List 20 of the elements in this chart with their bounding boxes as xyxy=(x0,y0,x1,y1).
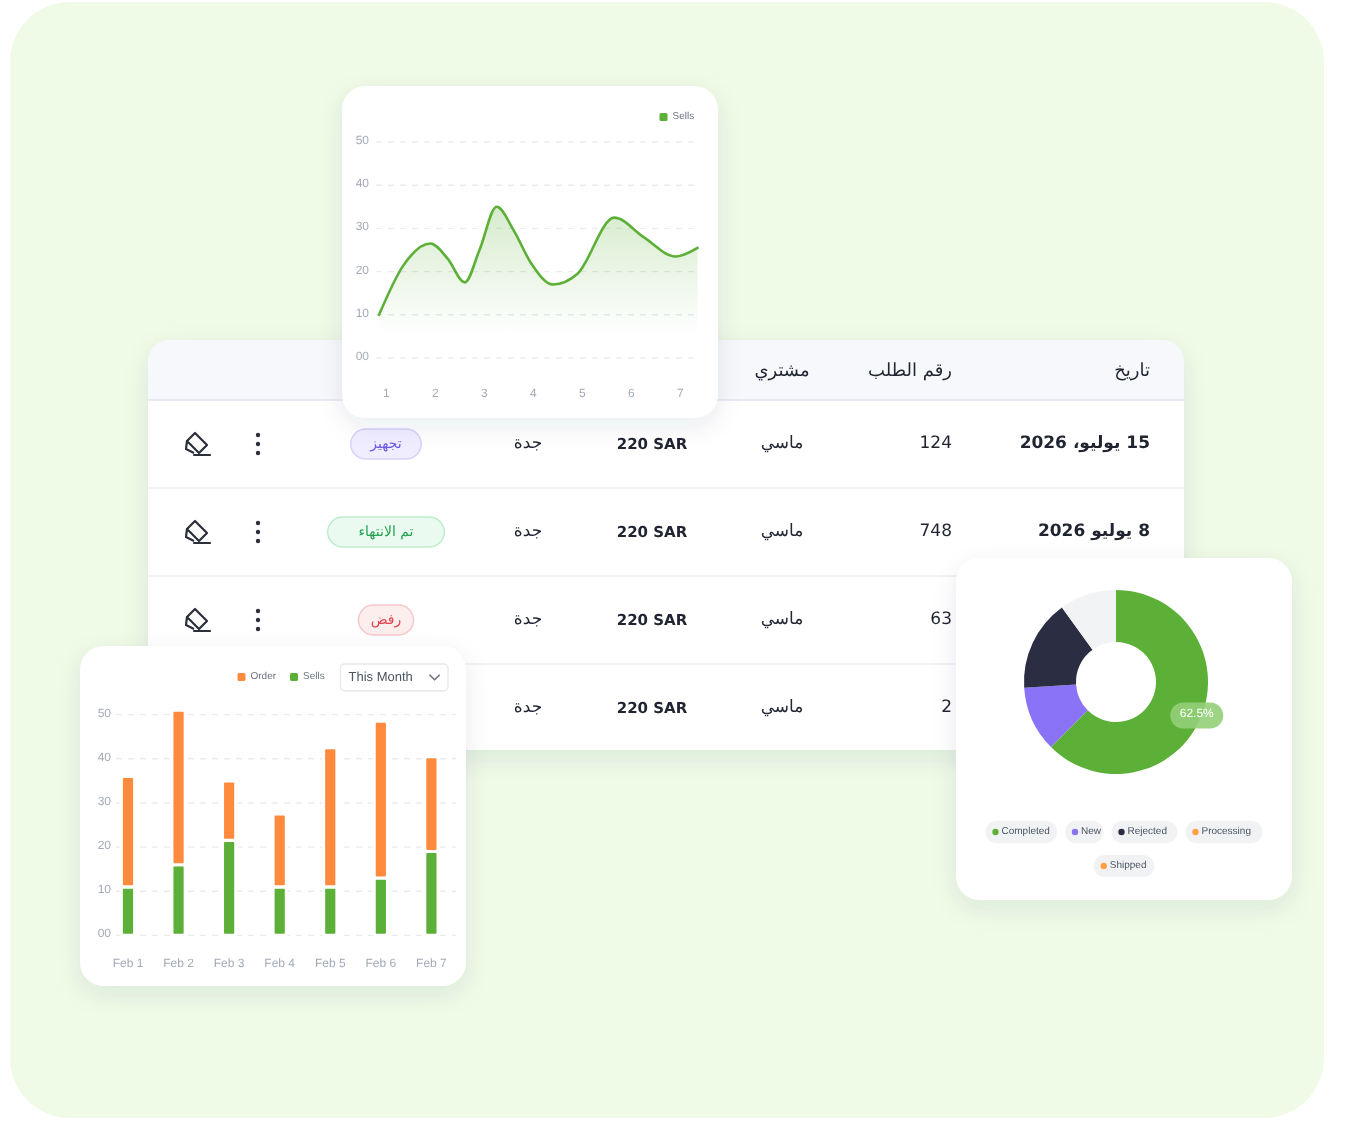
donut-slice xyxy=(1061,590,1116,650)
text: ماسي xyxy=(760,434,804,454)
text: 8 يوليو 2026 xyxy=(1037,522,1151,542)
text: 2 xyxy=(941,698,952,718)
text: جدة xyxy=(513,522,543,542)
text: جدة xyxy=(513,434,543,454)
text: رقم الطلب xyxy=(868,362,952,382)
text: تاريخ xyxy=(1114,362,1151,382)
donut-slice xyxy=(1024,607,1093,688)
text: ماسي xyxy=(760,698,804,718)
text: ماسي xyxy=(760,522,804,542)
text: 124 xyxy=(919,434,952,454)
text: مشتري xyxy=(754,362,810,382)
text: 748 xyxy=(919,522,952,542)
text: 63 xyxy=(930,610,952,630)
text: 15 يوليو، 2026 xyxy=(1019,434,1151,454)
text: جدة xyxy=(513,698,543,718)
donut-slice xyxy=(1024,684,1088,748)
text: ماسي xyxy=(760,610,804,630)
text: جدة xyxy=(513,610,543,630)
